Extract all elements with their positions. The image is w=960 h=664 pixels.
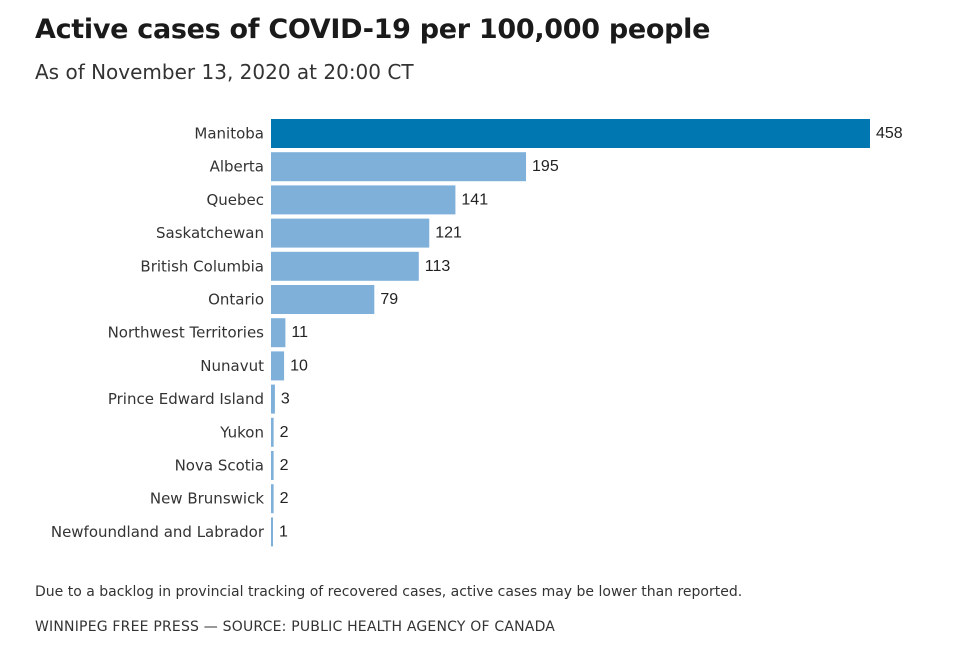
data-label: 113 [425,258,451,275]
data-label: 458 [876,125,903,142]
bar [271,119,870,148]
bar [271,517,273,547]
category-label: Prince Edward Island [108,390,264,408]
data-label: 79 [380,291,398,308]
bar [271,417,274,447]
bar [271,318,286,348]
category-label: New Brunswick [150,490,264,508]
bar [271,285,375,314]
data-label: 2 [280,457,289,474]
data-label: 195 [532,158,559,175]
data-label: 10 [290,357,308,374]
bar [271,351,285,381]
chart-title: Active cases of COVID-19 per 100,000 peo… [35,14,711,45]
data-label: 141 [461,191,488,208]
bar [271,484,274,514]
chart-note: Due to a backlog in provincial tracking … [35,584,743,600]
bar [271,218,430,248]
bar [271,251,419,281]
data-label: 1 [279,523,288,540]
data-label: 11 [291,324,308,341]
category-label: Manitoba [194,125,264,143]
bar-chart: Manitoba 458 Alberta 195 Quebec 141 Saskatchew… [51,119,903,547]
chart-source: WINNIPEG FREE PRESS — SOURCE: PUBLIC HEA… [35,619,556,635]
category-label: Yukon [219,423,264,441]
data-label: 2 [280,490,289,507]
bar [271,384,275,414]
chart-subtitle: As of November 13, 2020 at 20:00 CT [35,60,414,84]
category-label: Saskatchewan [156,224,264,242]
category-label: Northwest Territories [108,324,265,342]
data-label: 2 [280,424,289,441]
category-label: Nova Scotia [175,457,264,475]
bar [271,185,456,215]
bar [271,152,527,182]
category-label: Quebec [206,191,264,209]
category-label: Newfoundland and Labrador [51,523,265,541]
data-label: 121 [435,225,462,242]
category-label: Ontario [208,291,264,309]
category-label: British Columbia [140,257,264,275]
category-label: Alberta [210,158,264,176]
bar [271,451,274,480]
data-label: 3 [281,391,290,408]
bars-layer: Manitoba 458 Alberta 195 Quebec 141 Saskatchew… [51,119,903,547]
category-label: Nunavut [200,357,264,375]
